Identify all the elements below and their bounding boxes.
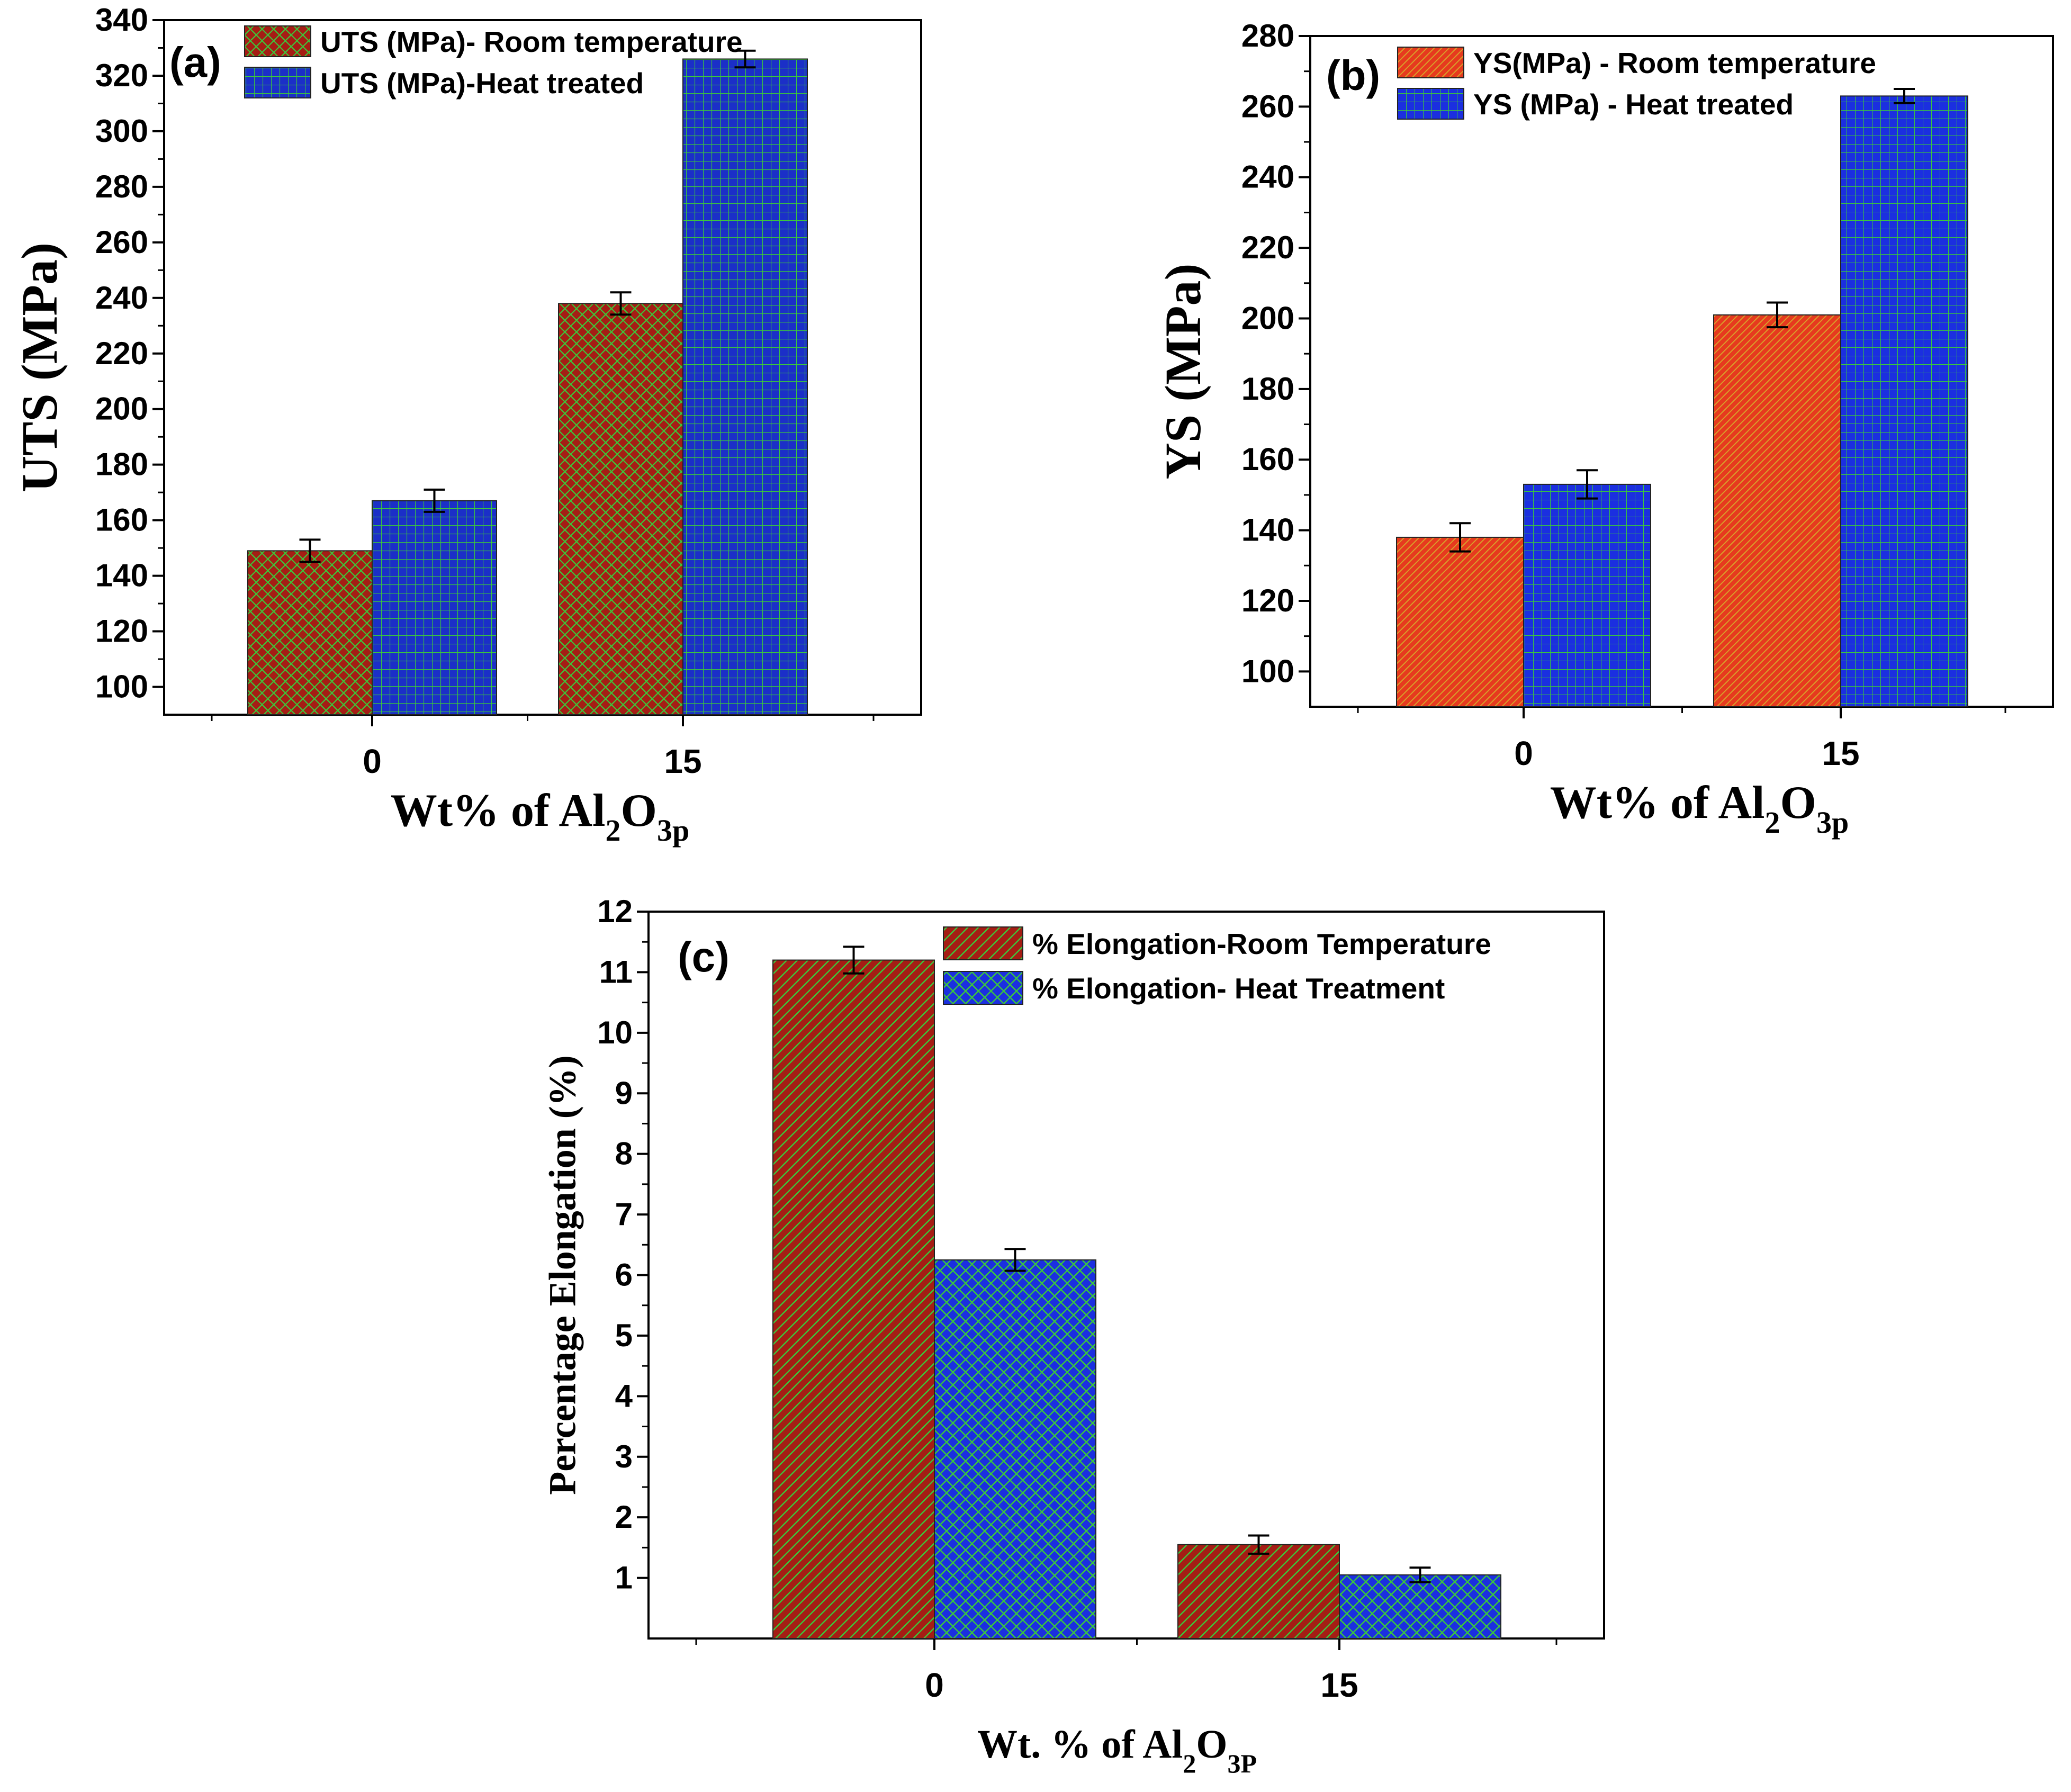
x-axis-label-sub1: 2: [1765, 805, 1780, 840]
panel-b: 100 120 140 160 180 200 220 240 260 280 0 15 YS(MPa)…: [1155, 18, 2054, 840]
y-tick-label: 120: [1241, 583, 1294, 618]
y-tick-label: 160: [1241, 442, 1294, 477]
x-axis-label: Wt% of Al2O3p: [1550, 777, 1849, 840]
bar-room-temperature: [247, 550, 373, 716]
bar-heat-treated: [372, 500, 497, 715]
bar-room-temperature: [1177, 1544, 1340, 1639]
bar-heat-treated: [682, 58, 808, 715]
y-tick-label: 12: [597, 894, 633, 929]
y-tick-label: 8: [615, 1136, 633, 1172]
legend-label: YS (MPa) - Heat treated: [1473, 88, 1794, 121]
x-axis-label: Wt. % of Al2O3P: [977, 1722, 1257, 1778]
y-tick-label: 240: [1241, 159, 1294, 195]
bar-heat-treated: [934, 1259, 1096, 1639]
y-tick-label: 120: [95, 614, 148, 649]
y-tick-label: 100: [95, 669, 148, 705]
y-tick-label: 280: [95, 169, 148, 204]
y-tick-label: 4: [615, 1378, 633, 1413]
y-tick-label: 260: [1241, 88, 1294, 124]
x-axis-label-sub2: 3p: [1816, 805, 1849, 840]
panel-label: (b): [1326, 52, 1380, 99]
bar-heat-treated: [1523, 483, 1651, 707]
y-tick-label: 180: [1241, 371, 1294, 407]
legend-label: % Elongation-Room Temperature: [1032, 927, 1491, 960]
x-axis-label-sub2: 3p: [657, 813, 689, 848]
y-tick-label: 140: [95, 558, 148, 593]
x-category-label: 15: [1822, 734, 1859, 772]
x-category-label: 0: [363, 742, 382, 780]
x-axis-label-sub2: 3P: [1228, 1749, 1257, 1778]
ylabel-ys: YS (MPa): [1155, 264, 1211, 480]
plot-frame: [163, 19, 922, 716]
y-tick-label: 11: [599, 954, 633, 989]
y-tick-label: 320: [95, 58, 148, 93]
x-axis-label-main: Wt% of Al: [391, 785, 606, 836]
y-tick-label: 180: [95, 447, 148, 482]
x-axis-label-main: Wt% of Al: [1550, 777, 1765, 829]
bar-heat-treated: [1339, 1574, 1501, 1640]
y-tick-label: 10: [597, 1015, 633, 1050]
x-axis-label-sub1: 2: [606, 813, 621, 848]
x-axis-label-mid: O: [621, 785, 657, 836]
y-tick-label: 100: [1241, 653, 1294, 689]
legend-label: YS(MPa) - Room temperature: [1473, 47, 1876, 79]
x-axis-label-mid: O: [1196, 1722, 1227, 1767]
y-tick-label: 220: [1241, 230, 1294, 265]
x-category-label: 0: [925, 1666, 944, 1704]
legend-swatch: [244, 25, 311, 57]
bar-room-temperature: [1396, 536, 1524, 707]
panel-a: 100 120 140 160 180 200 220 240 260 280 300 320 340 0…: [11, 2, 922, 848]
y-tick-label: 160: [95, 502, 148, 538]
y-tick-label: 6: [615, 1257, 633, 1293]
x-axis-label: Wt% of Al2O3p: [391, 785, 689, 848]
legend-label: UTS (MPa)- Room temperature: [320, 25, 743, 58]
x-category-label: 0: [1514, 734, 1533, 772]
panel-label: (a): [169, 39, 221, 86]
y-tick-label: 300: [95, 113, 148, 149]
y-tick-label: 340: [95, 2, 148, 38]
y-tick-label: 200: [95, 391, 148, 427]
y-tick-label: 9: [615, 1075, 633, 1111]
ylabel-elongation: Percentage Elongation (%): [542, 1055, 584, 1495]
legend-swatch: [1397, 88, 1464, 120]
legend-label: % Elongation- Heat Treatment: [1032, 972, 1445, 1005]
y-tick-label: 240: [95, 280, 148, 316]
x-axis-label-main: Wt. % of Al: [977, 1722, 1183, 1767]
y-tick-label: 1: [615, 1560, 633, 1596]
y-tick-label: 140: [1241, 512, 1294, 548]
bar-room-temperature: [558, 303, 683, 715]
legend-swatch: [244, 67, 311, 98]
y-tick-label: 7: [615, 1196, 633, 1232]
ylabel-uts: UTS (MPa): [11, 242, 68, 492]
bar-room-temperature: [1713, 314, 1841, 707]
x-axis-label-sub1: 2: [1183, 1749, 1196, 1778]
x-category-label: 15: [1320, 1666, 1358, 1704]
x-category-label: 15: [664, 742, 701, 780]
y-tick-label: 200: [1241, 300, 1294, 336]
y-tick-label: 3: [615, 1439, 633, 1474]
legend-swatch: [943, 971, 1023, 1005]
y-tick-label: 260: [95, 224, 148, 260]
panel-label: (c): [678, 933, 730, 980]
legend-swatch: [1397, 47, 1464, 78]
bar-room-temperature: [772, 959, 935, 1639]
y-tick-label: 2: [615, 1499, 633, 1535]
y-tick-label: 220: [95, 336, 148, 371]
legend-swatch: [943, 926, 1023, 960]
x-axis-label-mid: O: [1780, 777, 1816, 829]
legend-label: UTS (MPa)-Heat treated: [320, 67, 644, 100]
bar-heat-treated: [1840, 95, 1968, 707]
y-tick-label: 5: [615, 1318, 633, 1353]
y-tick-label: 280: [1241, 18, 1294, 53]
